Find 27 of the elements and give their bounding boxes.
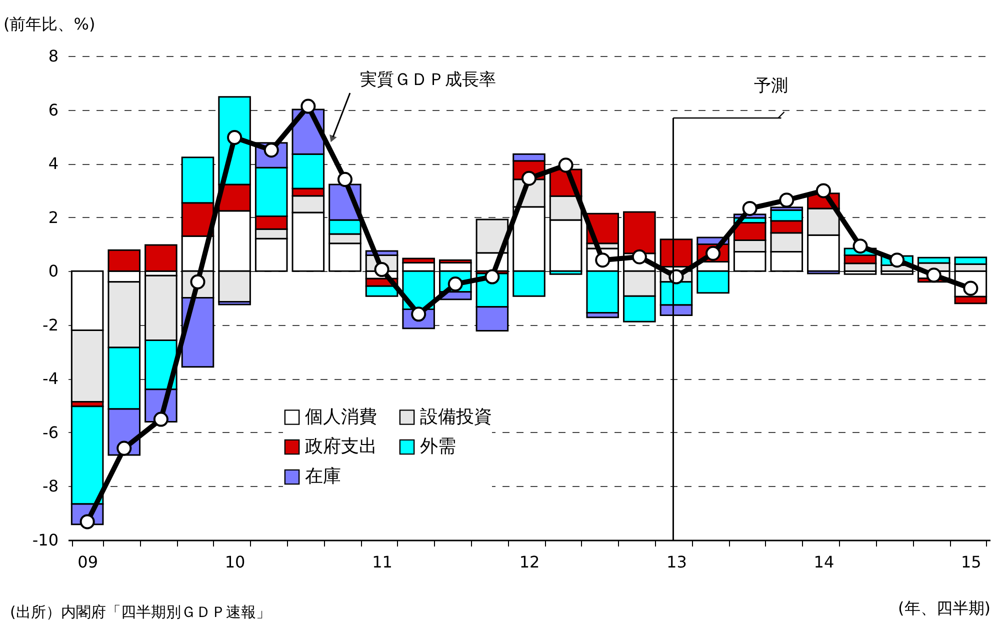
x-tick-label: 11 (372, 552, 392, 572)
y-tick-label: 8 (48, 46, 58, 66)
y-tick-label: 0 (48, 262, 58, 281)
legend-label: 在庫 (305, 466, 341, 487)
x-axis-title: (年、四半期) (898, 598, 990, 618)
y-tick-label: -10 (32, 530, 58, 550)
y-tick-label: 4 (48, 154, 58, 174)
legend-label: 外需 (420, 436, 456, 457)
legend-label: 個人消費 (305, 406, 377, 428)
text: (出所）内閣府「四半期別ＧＤＰ速報」 (10, 603, 271, 621)
legend-label: 設備投資 (420, 406, 492, 428)
x-tick-label: 12 (519, 552, 540, 572)
y-tick-label: -4 (42, 369, 58, 388)
x-tick-label: 13 (666, 552, 687, 572)
y-tick-label: 6 (48, 100, 58, 120)
ref-line-label: 予測 (754, 76, 788, 96)
legend-label: 政府支出 (305, 436, 377, 457)
x-tick-label: 09 (78, 552, 98, 572)
x-tick-label: 15 (960, 552, 982, 572)
y-tick-label: -6 (42, 422, 58, 442)
x-tick-label: 14 (814, 552, 834, 572)
x-tick-label: 10 (224, 552, 246, 572)
y-tick-label: -8 (42, 476, 58, 496)
y-tick-label: -2 (42, 315, 58, 334)
y-tick-label: 2 (48, 208, 58, 227)
y-axis-title: (前年比、%) (4, 14, 96, 34)
text: 実質ＧＤＰ成長率 (360, 70, 496, 90)
